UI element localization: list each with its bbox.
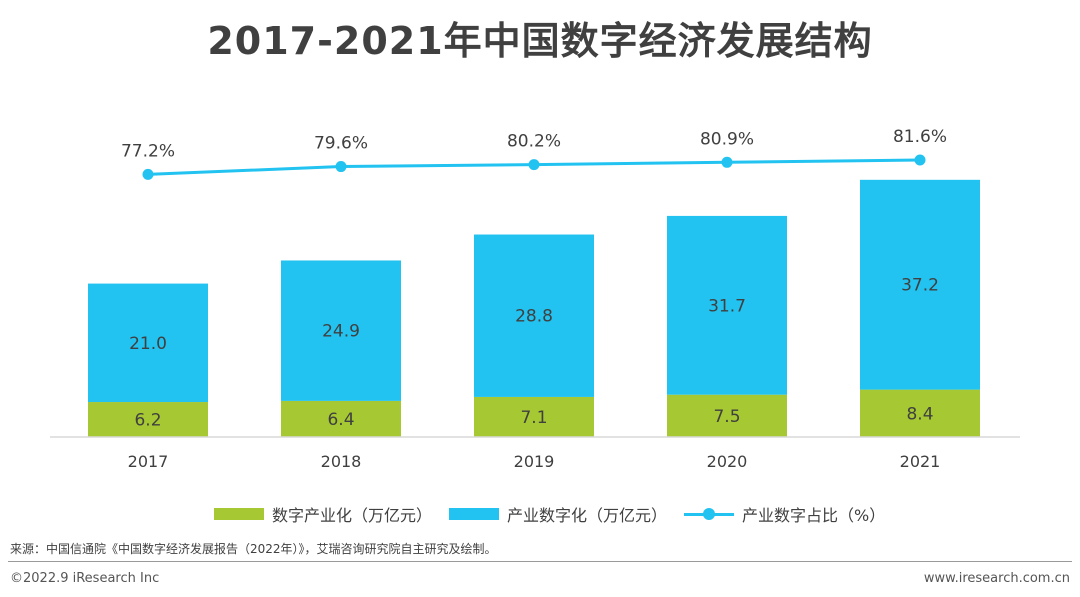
footer-divider: [8, 561, 1072, 562]
bar-industrial-digitization: [474, 234, 594, 397]
data-label-digital-industrialization: 7.1: [520, 408, 547, 428]
data-label-industrial-digitization: 28.8: [515, 307, 553, 327]
data-label-digital-industrialization: 6.2: [134, 411, 161, 431]
x-tick-label: 2020: [707, 452, 748, 471]
chart-title: 2017-2021年中国数字经济发展结构: [207, 19, 873, 63]
bar-digital-industrialization: [281, 400, 401, 437]
share-line-point: [335, 161, 347, 173]
chart-canvas: 6.2 21.0 2017 6.4 24.9 2018 7.1 28.8 2019 7.5 31.7…: [50, 127, 1020, 471]
bar-digital-industrialization: [667, 394, 787, 437]
bar-digital-industrialization: [88, 402, 208, 437]
data-label-industrial-digitization: 37.2: [901, 276, 939, 296]
data-label-industrial-digitization: 31.7: [708, 296, 746, 316]
bar-industrial-digitization: [860, 179, 980, 390]
x-tick-label: 2019: [514, 452, 555, 471]
source-note: 来源：中国信通院《中国数字经济发展报告（2022年）》，艾瑞咨询研究院自主研究及…: [10, 542, 497, 556]
legend-swatch-blue: [449, 508, 499, 520]
bar-industrial-digitization: [281, 260, 401, 401]
x-tick-label: 2018: [321, 452, 362, 471]
bar-digital-industrialization: [474, 396, 594, 437]
x-tick-label: 2017: [128, 452, 169, 471]
data-label-digital-industrialization: 8.4: [906, 404, 933, 424]
bar-industrial-digitization: [667, 215, 787, 395]
copyright: ©2022.9 iResearch Inc: [10, 571, 160, 586]
share-data-label: 80.9%: [700, 129, 754, 149]
bar-industrial-digitization: [88, 283, 208, 403]
legend-label: 产业数字化（万亿元）: [507, 506, 668, 525]
share-data-label: 80.2%: [507, 132, 561, 152]
legend-item-digital-industrialization: 数字产业化（万亿元）: [214, 502, 432, 526]
legend-swatch-green: [214, 508, 264, 520]
share-line-point: [914, 154, 926, 166]
legend-item-industrial-digitization: 产业数字化（万亿元）: [449, 502, 667, 526]
website: www.iresearch.com.cn: [923, 571, 1070, 586]
share-line-point: [721, 156, 733, 168]
legend: 数字产业化（万亿元） 产业数字化（万亿元） 产业数字占比（%）: [0, 502, 1080, 528]
data-label-industrial-digitization: 21.0: [129, 334, 167, 354]
share-line-point: [528, 159, 540, 171]
legend-label: 产业数字占比（%）: [742, 506, 886, 525]
share-line-point: [142, 168, 154, 180]
data-label-digital-industrialization: 6.4: [327, 410, 354, 430]
share-data-label: 81.6%: [893, 127, 947, 147]
share-data-label: 79.6%: [314, 134, 368, 154]
legend-label: 数字产业化（万亿元）: [272, 506, 433, 525]
bar-digital-industrialization: [860, 389, 980, 437]
data-label-digital-industrialization: 7.5: [713, 407, 740, 427]
data-label-industrial-digitization: 24.9: [322, 322, 360, 342]
legend-line-marker: [684, 508, 734, 520]
share-data-label: 77.2%: [121, 141, 175, 161]
x-tick-label: 2021: [900, 452, 941, 471]
legend-item-digital-share: 产业数字占比（%）: [684, 502, 885, 526]
